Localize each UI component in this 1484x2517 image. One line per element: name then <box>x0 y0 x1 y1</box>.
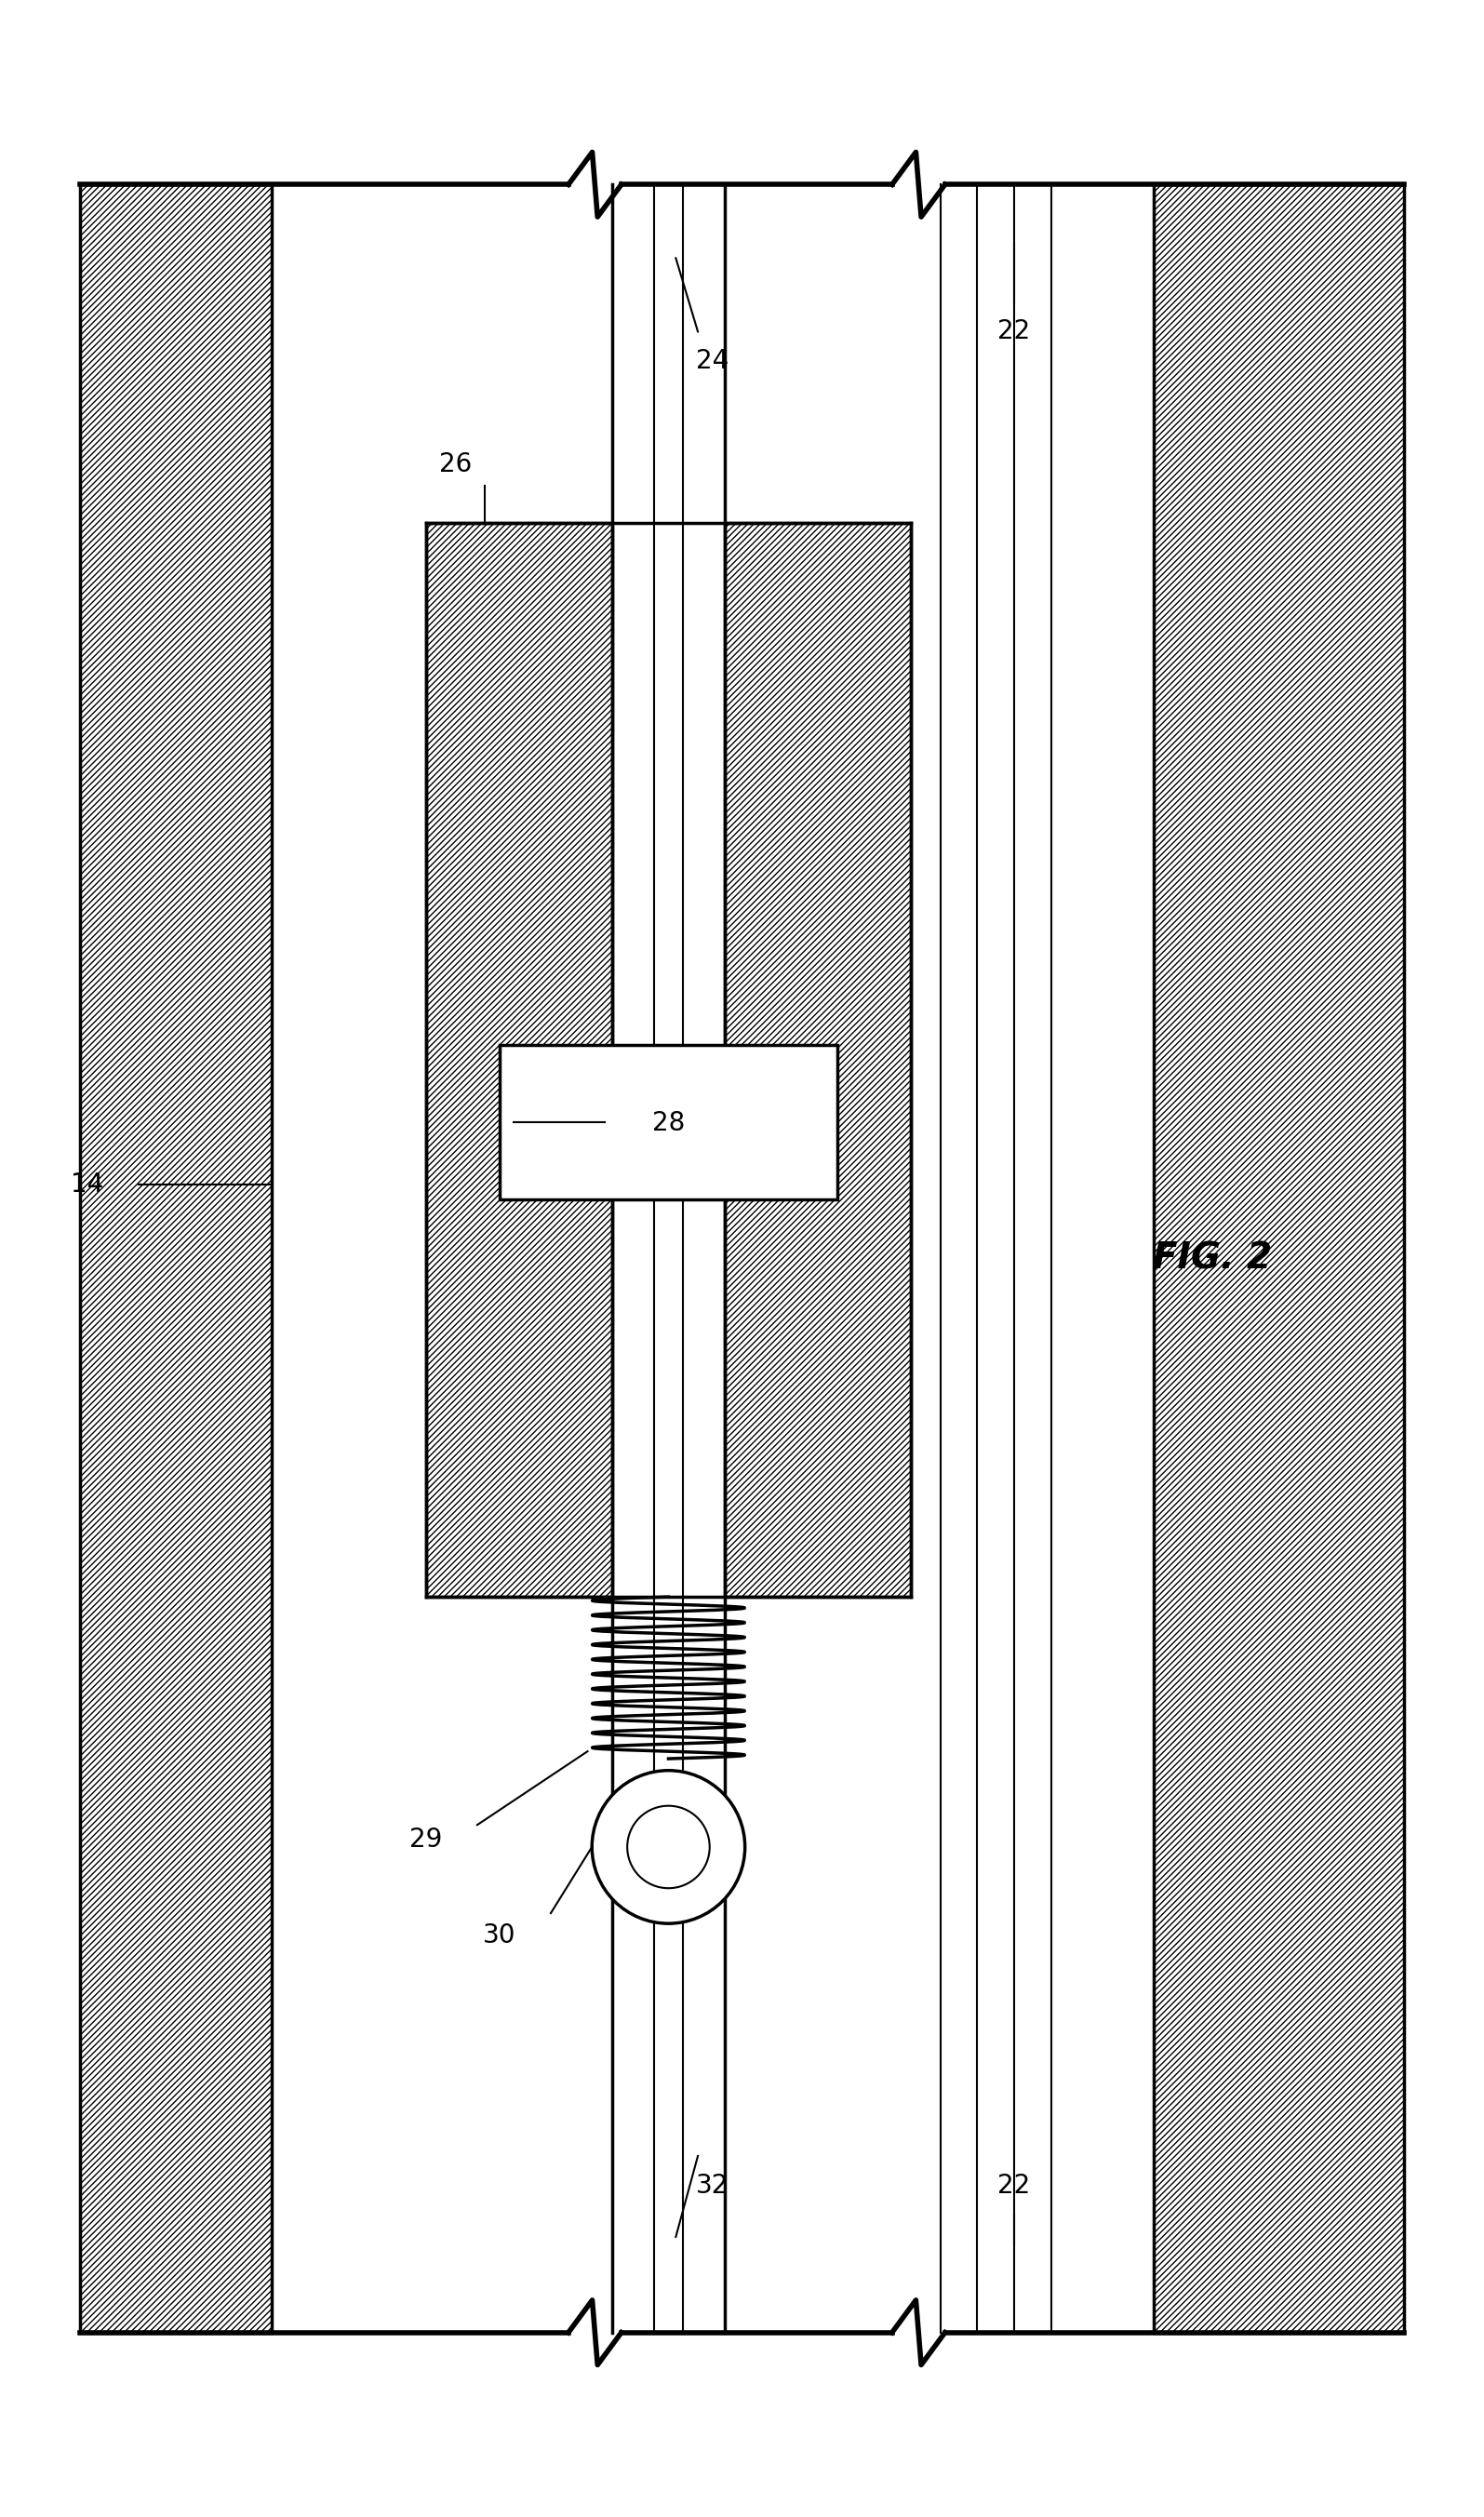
Circle shape <box>628 1805 709 1888</box>
Bar <box>80 184 272 2333</box>
Text: 22: 22 <box>997 2172 1030 2197</box>
Text: 14: 14 <box>71 1173 104 1198</box>
Text: 30: 30 <box>482 1923 516 1948</box>
Bar <box>426 524 613 1596</box>
Circle shape <box>592 1769 745 1923</box>
Text: 22: 22 <box>997 320 1030 345</box>
Bar <box>1155 184 1404 2333</box>
Text: 29: 29 <box>410 1827 442 1853</box>
Text: FIG. 2: FIG. 2 <box>1153 1241 1272 1276</box>
Text: 26: 26 <box>439 451 472 478</box>
Bar <box>724 524 911 1596</box>
Text: 32: 32 <box>696 2172 729 2197</box>
Text: 24: 24 <box>696 347 729 375</box>
Bar <box>499 1045 837 1201</box>
Text: 28: 28 <box>651 1110 684 1135</box>
